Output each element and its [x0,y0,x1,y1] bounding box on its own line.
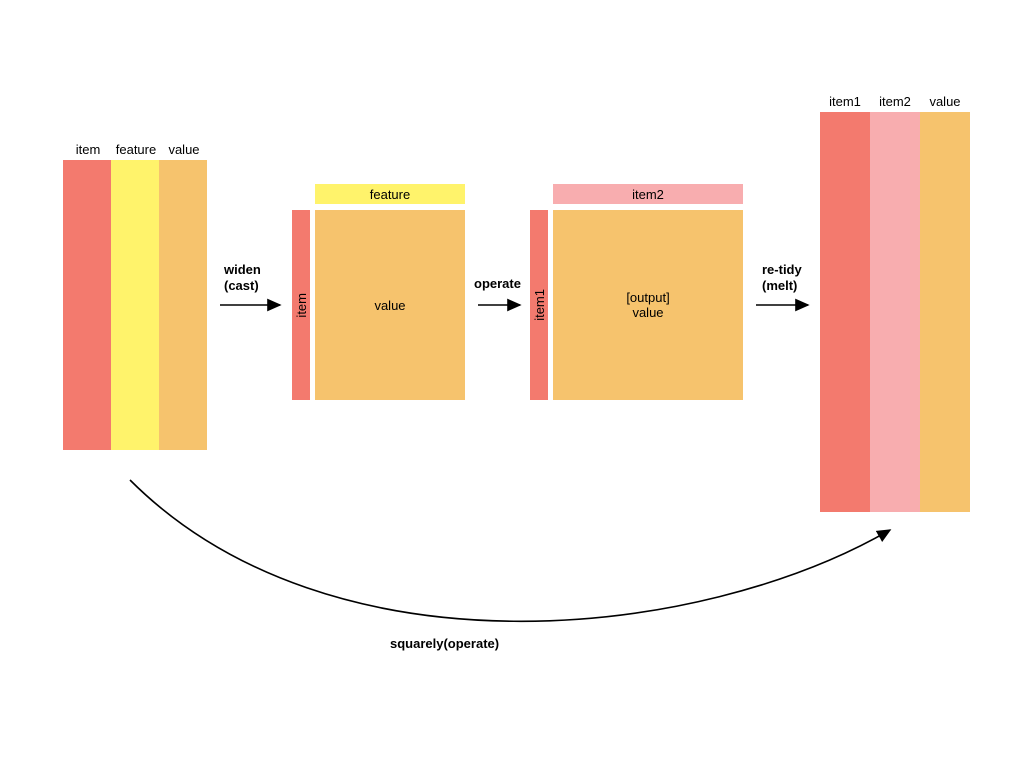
panel4-col-value [920,112,970,512]
panel3-body-label2: value [632,305,663,320]
panel2-top-bar: feature [315,184,465,204]
panel3-left-label: item1 [532,289,547,321]
panel2-body: value [315,210,465,400]
panel1-header-feature: feature [112,142,160,157]
panel2-left-bar: item [292,210,310,400]
panel1-col-value [159,160,207,450]
panel3-left-bar: item1 [530,210,548,400]
panel1-header-item: item [68,142,108,157]
panel2-left-label: item [294,293,309,318]
panel3-body: [output] value [553,210,743,400]
arrow2-label1: operate [474,276,534,291]
panel1-col-item [63,160,111,450]
panel3-top-bar: item2 [553,184,743,204]
panel1-col-feature [111,160,159,450]
panel3-body-label1: [output] [626,290,669,305]
panel4-header-item2: item2 [872,94,918,109]
panel4-col-item2 [870,112,920,512]
panel4-header-item1: item1 [822,94,868,109]
curve-label: squarely(operate) [390,636,499,651]
arrow1-label2: (cast) [224,278,276,293]
arrow1-label1: widen [224,262,276,277]
curve-arrow [130,480,890,621]
panel1-header-value: value [162,142,206,157]
panel4-header-value: value [922,94,968,109]
arrow3-label2: (melt) [762,278,814,293]
arrow3-label1: re-tidy [762,262,814,277]
panel2-top-label: feature [370,187,410,202]
panel2-body-label: value [374,298,405,313]
panel4-col-item1 [820,112,870,512]
panel3-top-label: item2 [632,187,664,202]
